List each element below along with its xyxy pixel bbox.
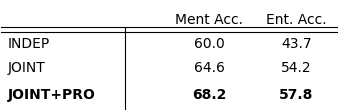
- Text: 60.0: 60.0: [194, 37, 225, 51]
- Text: INDEP: INDEP: [8, 37, 50, 51]
- Text: Ment Acc.: Ment Acc.: [175, 13, 243, 27]
- Text: 68.2: 68.2: [192, 88, 226, 102]
- Text: 43.7: 43.7: [281, 37, 312, 51]
- Text: 64.6: 64.6: [194, 61, 225, 75]
- Text: 54.2: 54.2: [281, 61, 312, 75]
- Text: JOINT: JOINT: [8, 61, 46, 75]
- Text: JOINT+PRO: JOINT+PRO: [8, 88, 96, 102]
- Text: Ent. Acc.: Ent. Acc.: [266, 13, 327, 27]
- Text: 57.8: 57.8: [279, 88, 314, 102]
